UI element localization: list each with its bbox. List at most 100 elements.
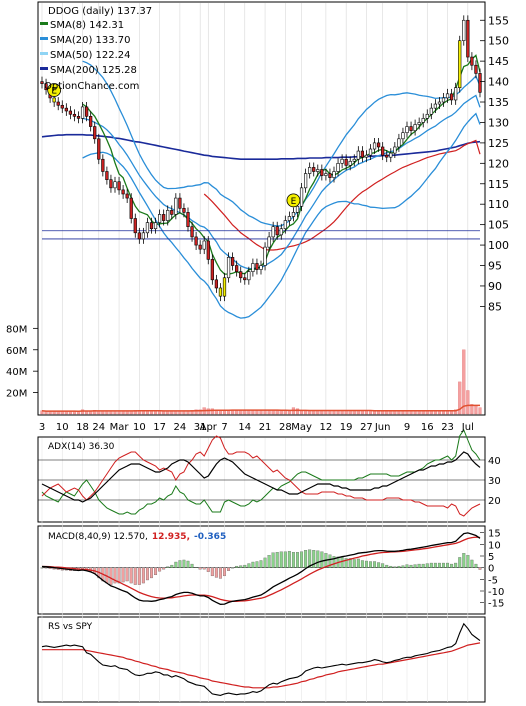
volume-bar <box>458 381 462 415</box>
volume-bar <box>206 408 210 415</box>
macd-histogram-bar <box>340 557 344 568</box>
adx-tick-label: 30 <box>488 476 501 487</box>
macd-histogram-bar <box>442 562 445 568</box>
macd-histogram-bar <box>369 561 372 568</box>
macd-line <box>41 532 481 605</box>
candle-body <box>425 113 429 119</box>
watermark: OptionChance.com <box>44 81 139 92</box>
rs-line <box>41 622 481 696</box>
macd-histogram-bar <box>129 567 133 584</box>
macd-histogram-bar <box>247 563 251 568</box>
macd-histogram-bar <box>182 559 186 568</box>
macd-histogram-bar <box>328 554 332 568</box>
candle-body <box>462 19 466 42</box>
candle-body <box>340 158 344 164</box>
macd-histogram-bar <box>356 558 360 568</box>
candle-body <box>89 116 93 127</box>
price-tick-label: 90 <box>488 280 502 293</box>
candle-body <box>458 40 462 89</box>
macd-histogram-bar <box>364 560 368 568</box>
date-tick-label: Jul <box>461 422 474 433</box>
macd-histogram-bar <box>40 567 44 569</box>
macd-histogram-bar <box>243 564 247 568</box>
macd-histogram-bar <box>259 560 263 568</box>
candle-body <box>247 271 251 281</box>
price-tick-label: 85 <box>488 300 502 313</box>
macd-histogram-bar <box>283 551 287 568</box>
earnings-marker <box>47 83 62 97</box>
macd-histogram-bar <box>162 567 166 570</box>
candle-body <box>336 163 340 172</box>
candle-body <box>295 205 300 213</box>
candle-body <box>84 106 89 117</box>
volume-bar <box>356 410 360 415</box>
candle-body <box>222 277 227 297</box>
volume-bar <box>364 410 369 415</box>
volume-bar <box>466 390 470 415</box>
macd-histogram-bar <box>308 549 312 568</box>
volume-bar <box>308 410 312 415</box>
price-tick-label: 140 <box>488 76 509 89</box>
candle-body <box>283 220 287 230</box>
macd-histogram-bar <box>218 567 222 579</box>
date-tick-label: 31 <box>194 422 207 433</box>
volume-bar <box>462 349 466 415</box>
date-tick-label: 27 <box>360 422 373 433</box>
macd-histogram-bar <box>421 563 425 568</box>
candle-body <box>182 207 186 213</box>
price-tick-label: 105 <box>488 219 509 232</box>
macd-histogram-bar <box>332 556 336 568</box>
candle-body <box>121 189 125 195</box>
volume-bar <box>324 410 328 415</box>
macd-histogram-bar <box>275 552 279 568</box>
macd-histogram-bar <box>150 567 153 579</box>
candle-body <box>52 97 56 103</box>
macd-histogram-bar <box>263 557 267 568</box>
candle-body <box>117 181 121 191</box>
volume-bar <box>332 410 336 415</box>
macd-histogram-bar <box>300 551 304 568</box>
date-tick-label: 21 <box>259 422 272 433</box>
volume-bar <box>239 410 243 415</box>
price-tick-label: 125 <box>488 137 509 150</box>
candle-body <box>105 171 109 180</box>
candle-body <box>433 103 438 109</box>
price-tick-label: 135 <box>488 96 509 109</box>
macd-histogram-bar <box>117 567 121 584</box>
candle-body <box>413 124 417 131</box>
date-tick-label: May <box>291 422 312 433</box>
rs-label: RS vs SPY <box>48 622 93 632</box>
candle-body <box>401 132 405 140</box>
macd-histogram-bar <box>186 560 190 568</box>
volume-bar <box>243 410 247 415</box>
macd-histogram-bar <box>344 558 348 568</box>
macd-histogram-bar <box>227 567 231 571</box>
candle-body <box>308 167 312 174</box>
candle-body <box>40 81 44 84</box>
macd-histogram-bar <box>223 567 226 577</box>
volume-bar <box>478 407 482 415</box>
macd-histogram-bar <box>210 567 214 577</box>
candle-body <box>226 257 231 279</box>
legend-sma20: SMA(20) 133.70 <box>50 35 131 46</box>
macd-histogram-bar <box>133 567 137 585</box>
macd-tick-label: -10 <box>488 587 504 598</box>
candle-body <box>437 101 442 105</box>
candle-body <box>320 169 324 176</box>
macd-histogram-bar <box>154 567 158 576</box>
volume-bar <box>117 411 121 415</box>
candle-body <box>190 226 194 238</box>
macd-histogram-bar <box>381 563 385 568</box>
adx-tick-label: 20 <box>488 496 501 507</box>
macd-histogram-bar <box>170 564 174 568</box>
macd-histogram-bar <box>255 561 259 568</box>
macd-histogram-bar <box>137 567 141 585</box>
earnings-marker-label: E <box>51 87 57 97</box>
candle-body <box>113 181 117 189</box>
volume-bar <box>247 410 251 415</box>
date-tick-label: 7 <box>221 422 227 433</box>
candle-body <box>397 138 401 148</box>
macd-tick-label: 15 <box>488 529 501 540</box>
date-tick-label: Jun <box>374 422 391 433</box>
macd-histogram-bar <box>194 567 198 568</box>
